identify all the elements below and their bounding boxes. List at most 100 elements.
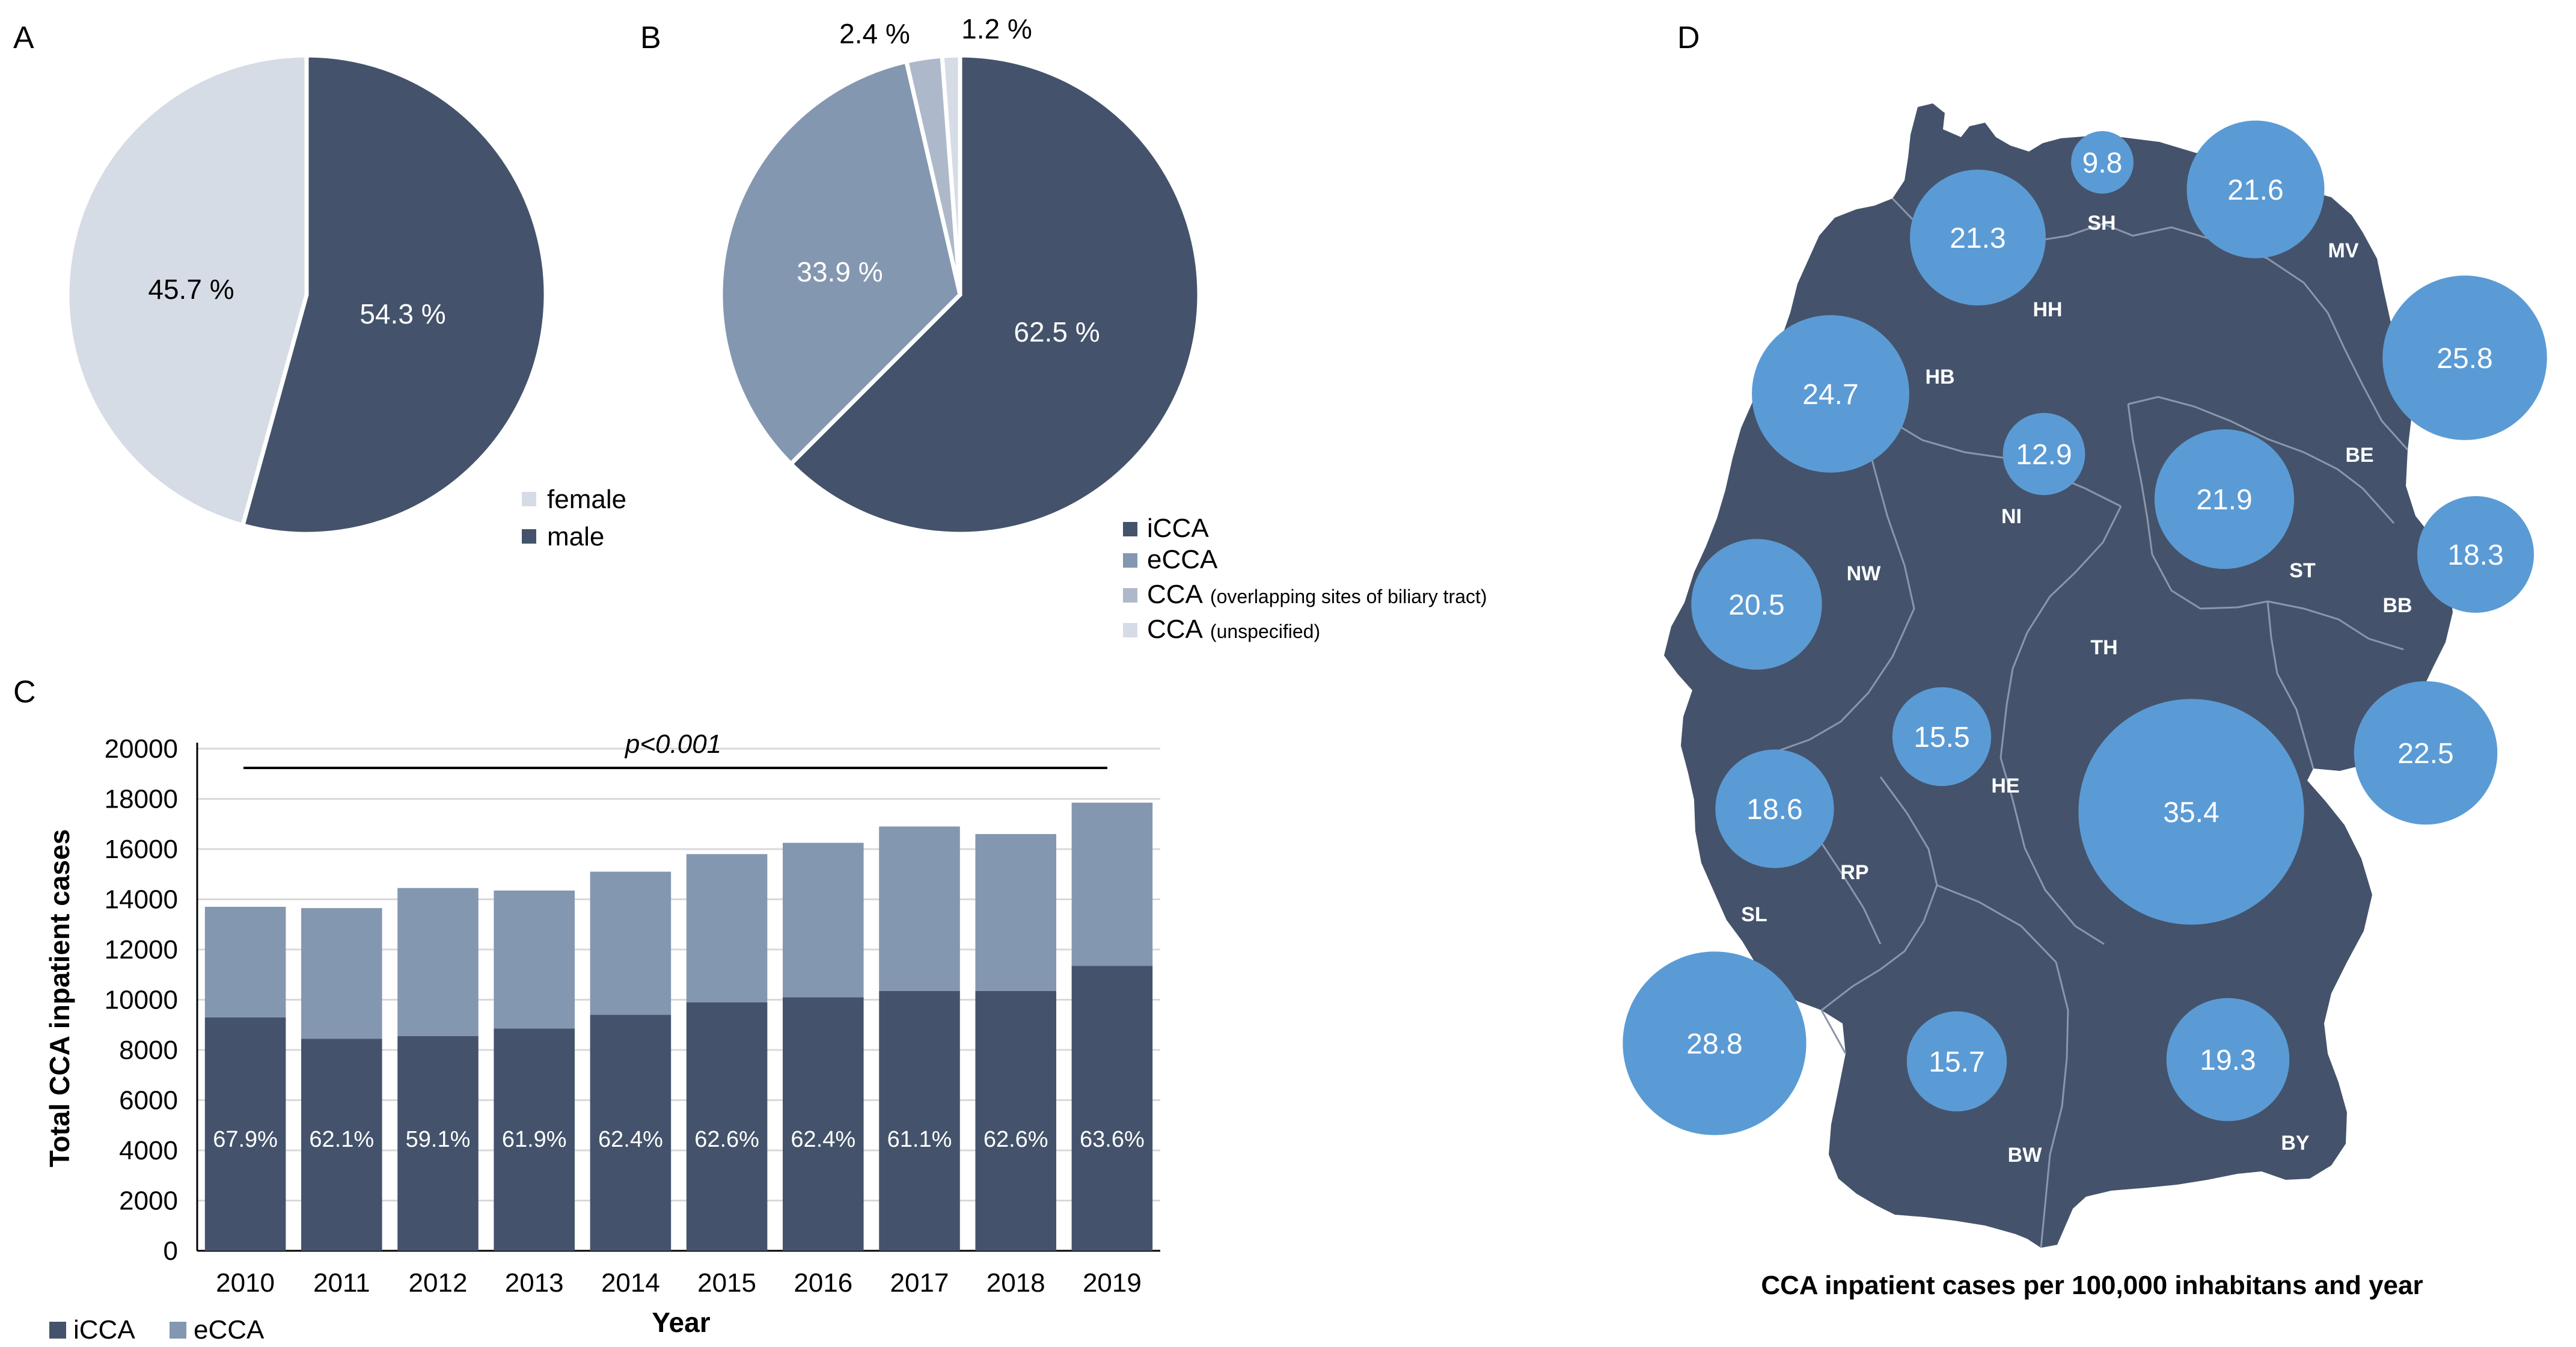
bubble-label: 21.3 xyxy=(1950,222,2005,254)
bubble-35.4 xyxy=(2078,699,2304,925)
bar-ecca-2010 xyxy=(204,907,286,1017)
state-label-nw: NW xyxy=(1847,562,1882,585)
legend-swatch-ecca-bar xyxy=(170,1322,186,1339)
legend-swatch-cca-overlapping xyxy=(1123,588,1137,603)
bar-data-label: 67.9% xyxy=(213,1127,278,1152)
x-tick-label: 2014 xyxy=(601,1268,660,1298)
x-tick-label: 2017 xyxy=(890,1268,949,1298)
state-label-by: BY xyxy=(2281,1132,2310,1155)
bubble-label: 25.8 xyxy=(2437,343,2492,375)
pie-slice-ecca xyxy=(718,58,962,467)
bar-icca-2017 xyxy=(879,990,960,1251)
bubble-label: 21.6 xyxy=(2227,174,2283,206)
bar-ecca-2015 xyxy=(686,854,768,1002)
panel-label-d: D xyxy=(1677,20,1700,55)
pie-slice-female xyxy=(65,53,309,528)
state-label-sn: SN xyxy=(2459,645,2488,667)
bar-ecca-2017 xyxy=(879,826,960,991)
pie-slice-icca xyxy=(788,53,1202,536)
bar-icca-2015 xyxy=(686,1002,768,1251)
bubble-21.3 xyxy=(1910,170,2046,305)
x-axis-title: Year xyxy=(652,1307,710,1338)
state-label-bb: BB xyxy=(2382,594,2412,617)
x-tick-label: 2011 xyxy=(313,1268,370,1298)
bubble-label: 18.6 xyxy=(1746,794,1802,826)
state-label-he: HE xyxy=(1991,775,2019,797)
bar-data-label: 62.6% xyxy=(694,1127,759,1152)
bar-chart-yearly-cases: 0 2000 4000 6000 8000 10000 12000 14000 16000 180… xyxy=(105,734,1160,1298)
legend-swatch-ecca xyxy=(1123,553,1137,568)
bar-ecca-2011 xyxy=(301,908,382,1039)
bar-icca-2012 xyxy=(397,1036,479,1251)
bubble-20.5 xyxy=(1691,539,1822,670)
panel-label-b: B xyxy=(640,20,661,55)
bar-icca-2013 xyxy=(494,1028,575,1251)
legend-swatch-female xyxy=(522,492,536,506)
bar-data-label: 62.4% xyxy=(791,1127,855,1152)
pie-chart-subtype xyxy=(718,53,1202,536)
pie-chart-sex xyxy=(65,53,548,536)
x-tick-label: 2012 xyxy=(409,1268,468,1298)
bar-data-label: 62.6% xyxy=(984,1127,1048,1152)
bubble-label: 12.9 xyxy=(2016,439,2072,471)
pie-b-legend: iCCA eCCA CCA (overlapping sites of bilia… xyxy=(1123,514,1487,644)
x-tick-label: 2016 xyxy=(794,1268,852,1298)
pie-b-label-overlapping: 2.4 % xyxy=(839,18,910,49)
significance-annotation: p<0.001 xyxy=(624,729,721,759)
bubble-19.3 xyxy=(2166,998,2290,1121)
legend-label-male: male xyxy=(547,522,604,551)
y-tick-label: 8000 xyxy=(119,1036,178,1065)
bar-data-label: 61.9% xyxy=(502,1127,567,1152)
panel-label-c: C xyxy=(13,675,36,710)
bubble-9.8 xyxy=(2071,131,2134,194)
pie-a-label-female: 45.7 % xyxy=(148,274,234,305)
legend-label-female: female xyxy=(547,485,626,514)
state-label-sh: SH xyxy=(2087,212,2116,235)
legend-label-cca-unspecified: CCA (unspecified) xyxy=(1147,615,1320,644)
y-tick-label: 18000 xyxy=(105,785,178,814)
bubble-25.8 xyxy=(2382,275,2547,440)
legend-swatch-icca xyxy=(1123,522,1137,536)
bar-ecca-2013 xyxy=(494,890,575,1029)
legend-label-icca: iCCA xyxy=(1147,514,1209,543)
state-label-be: BE xyxy=(2345,444,2373,467)
bubble-label: 18.3 xyxy=(2447,539,2503,571)
y-tick-label: 20000 xyxy=(105,734,178,764)
bar-ecca-2019 xyxy=(1071,802,1153,966)
bubble-12.9 xyxy=(2002,413,2085,496)
bubble-layer: 9.8 21.6 21.3 25.8 24.7 12.9 21.9 18.3 20.5 15.5 2… xyxy=(1623,120,2547,1135)
bar-data-label: 59.1% xyxy=(406,1127,471,1152)
legend-label-icca-bar: iCCA xyxy=(73,1315,135,1345)
bubble-18.6 xyxy=(1715,749,1834,868)
bubble-label: 35.4 xyxy=(2163,797,2219,829)
y-axis-title: Total CCA inpatient cases xyxy=(44,829,75,1167)
bubble-22.5 xyxy=(2354,681,2498,825)
bar-icca-2016 xyxy=(783,997,864,1251)
pie-slice-male xyxy=(240,53,548,536)
legend-swatch-icca-bar xyxy=(49,1322,66,1339)
y-tick-label: 6000 xyxy=(119,1086,178,1115)
bubble-18.3 xyxy=(2417,496,2534,613)
pie-b-label-icca: 62.5 % xyxy=(1014,316,1100,348)
bar-data-label: 62.4% xyxy=(598,1127,663,1152)
pie-slice-cca-unspecified xyxy=(940,53,962,295)
bubble-15.7 xyxy=(1906,1011,2007,1112)
bubble-28.8 xyxy=(1623,951,1807,1135)
bar-icca-2010 xyxy=(204,1017,286,1251)
x-tick-label: 2010 xyxy=(216,1268,275,1298)
x-tick-label: 2019 xyxy=(1083,1268,1142,1298)
legend-label-cca-overlapping: CCA (overlapping sites of biliary tract) xyxy=(1147,580,1487,609)
state-labels: SH MV HH HB BE NI NW ST BB SN TH HE RP S… xyxy=(1741,212,2488,1167)
bubble-15.5 xyxy=(1892,687,1992,787)
y-tick-label: 12000 xyxy=(105,935,178,965)
state-label-bw: BW xyxy=(2008,1144,2043,1167)
y-tick-label: 2000 xyxy=(119,1186,178,1216)
y-tick-label: 16000 xyxy=(105,835,178,864)
state-label-hb: HB xyxy=(1925,366,1954,388)
bubble-label: 15.5 xyxy=(1914,722,1969,753)
x-tick-label: 2013 xyxy=(505,1268,564,1298)
state-label-mv: MV xyxy=(2328,239,2359,262)
y-tick-label: 14000 xyxy=(105,885,178,915)
bar-icca-2014 xyxy=(590,1014,672,1251)
